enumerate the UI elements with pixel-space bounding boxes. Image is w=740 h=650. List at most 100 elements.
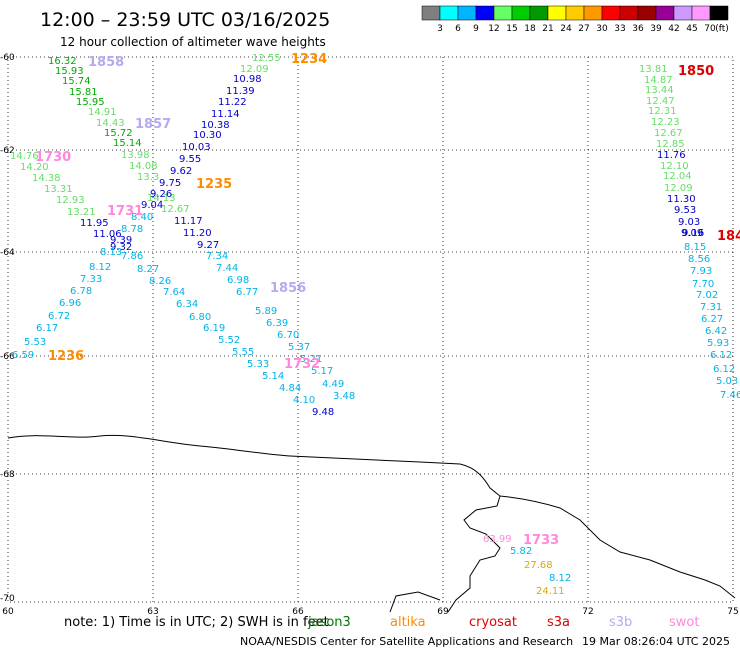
pass-time-label: 1858 xyxy=(88,55,124,70)
pass-time-label: 1850 xyxy=(678,64,714,79)
legend-label: 33 xyxy=(614,24,625,34)
legend-label: 45 xyxy=(686,24,697,34)
wave-height-value: 11.30 xyxy=(667,194,696,205)
mission-legend: jason3 altika cryosat s3a s3b swot xyxy=(307,615,699,630)
wave-height-value: 6.78 xyxy=(70,286,92,297)
wave-height-value: 14.87 xyxy=(644,75,673,86)
latitude-tick-label: -70 xyxy=(0,594,15,604)
wave-height-value: 12.10 xyxy=(660,161,689,172)
wave-height-value: 15.74 xyxy=(62,76,91,87)
wave-height-value: 5.53 xyxy=(24,337,46,348)
wave-height-value: 6.34 xyxy=(176,299,198,310)
pass-time-label: 1731 xyxy=(107,204,143,219)
wave-height-value: 6.17 xyxy=(36,323,58,334)
wave-height-value: 8.56 xyxy=(688,254,710,265)
wave-height-value: 15.95 xyxy=(76,97,105,108)
wave-height-value: 6.80 xyxy=(189,312,211,323)
wave-height-value: 9.75 xyxy=(159,178,181,189)
mission-label-cryosat: cryosat xyxy=(469,615,517,630)
legend-swatch xyxy=(457,5,477,21)
mission-label-altika: altika xyxy=(390,615,426,630)
wave-height-value: 12.09 xyxy=(664,183,693,194)
wave-height-value: 8.12 xyxy=(549,573,571,584)
wave-height-value: 12.85 xyxy=(656,139,685,150)
wave-height-value: 13.44 xyxy=(645,85,674,96)
wave-height-value: 10.98 xyxy=(233,74,262,85)
wave-height-value: 4.84 xyxy=(279,383,301,394)
wave-height-value: 6.72 xyxy=(48,311,70,322)
wave-height-value: 12.67 xyxy=(654,128,683,139)
longitude-tick-label: 60 xyxy=(2,607,14,617)
wave-height-legend: 3 6 9 12 15 18 21 24 27 30 33 36 39 42 45 70 (ft) xyxy=(421,5,729,34)
wave-height-value: 5.52 xyxy=(218,335,240,346)
latitude-tick-label: -60 xyxy=(0,53,15,63)
wave-height-value: 16.32 xyxy=(48,56,77,67)
wave-height-value: 6.27 xyxy=(701,314,723,325)
wave-height-value: 6.98 xyxy=(227,275,249,286)
wave-height-value: 11.22 xyxy=(218,97,247,108)
pass-time-label: 184 xyxy=(717,229,740,244)
wave-height-value: 8.12 xyxy=(89,262,111,273)
wave-height-value: 4.49 xyxy=(322,379,344,390)
wave-height-value: 3.48 xyxy=(333,391,355,402)
wave-height-value: 9.53 xyxy=(674,205,696,216)
legend-swatch xyxy=(583,5,603,21)
legend-label: 24 xyxy=(560,24,572,34)
latitude-labels: -60 -62 -64 -66 -68 -70 xyxy=(0,53,15,604)
coastline xyxy=(7,434,736,613)
wave-height-value: 11.95 xyxy=(80,218,109,229)
legend-swatch xyxy=(547,5,567,21)
wave-height-value: 13.81 xyxy=(639,64,668,75)
wave-height-value: 7.86 xyxy=(121,251,143,262)
wave-height-value: 13.31 xyxy=(44,184,73,195)
wave-height-value: 12.55 xyxy=(252,53,281,64)
pass-time-label: 1733 xyxy=(523,533,559,548)
wave-height-value: 9.09 xyxy=(681,228,703,239)
latitude-tick-label: -64 xyxy=(0,248,15,258)
wave-height-value: 8.13 xyxy=(100,247,122,258)
pass-time-label: 1856 xyxy=(270,281,306,296)
wave-height-value: 5.03 xyxy=(716,376,738,387)
legend-swatch xyxy=(565,5,585,21)
legend-swatch xyxy=(493,5,513,21)
legend-label: 36 xyxy=(632,24,644,34)
pass-time-label: 1732 xyxy=(284,357,320,372)
legend-label: 12 xyxy=(488,24,499,34)
wave-height-value: 7.64 xyxy=(163,287,185,298)
wave-height-value: 12.67 xyxy=(161,204,190,215)
wave-height-value: 8.78 xyxy=(121,224,143,235)
wave-height-value: 8.27 xyxy=(137,264,159,275)
legend-swatch xyxy=(709,5,729,21)
wave-height-value: 7.31 xyxy=(700,302,722,313)
longitude-tick-label: 63 xyxy=(147,607,158,617)
wave-height-value: 27.68 xyxy=(524,560,553,571)
wave-height-value: 9.04 xyxy=(141,200,163,211)
pass-time-label: 1235 xyxy=(196,177,232,192)
legend-swatch xyxy=(619,5,639,21)
wave-height-value: 15.81 xyxy=(69,87,98,98)
legend-label: 3 xyxy=(437,24,443,34)
wave-height-value: 5.55 xyxy=(232,347,254,358)
wave-height-value: 11.76 xyxy=(657,150,686,161)
wave-height-value: 7.02 xyxy=(696,290,718,301)
wave-height-value: 5.17 xyxy=(311,366,333,377)
wave-height-value: 12.47 xyxy=(646,96,675,107)
wave-height-value: 15.72 xyxy=(104,128,133,139)
wave-height-value: 6.42 xyxy=(705,326,727,337)
legend-swatch xyxy=(511,5,531,21)
wave-height-value: 12.93 xyxy=(56,195,85,206)
wave-height-value: 14.76 xyxy=(10,151,39,162)
footer-note: note: 1) Time is in UTC; 2) SWH is in fe… xyxy=(64,615,329,630)
pass-time-label: 1236 xyxy=(48,349,84,364)
wave-height-value: 12.31 xyxy=(648,106,677,117)
wave-height-value: 4.10 xyxy=(293,395,315,406)
wave-height-value: 11.17 xyxy=(174,216,203,227)
wave-height-value: 11.14 xyxy=(211,109,240,120)
wave-height-value: 7.93 xyxy=(690,266,712,277)
wave-height-value: 11.20 xyxy=(183,228,212,239)
wave-height-value: 9.32 xyxy=(110,242,132,253)
legend-label: 42 xyxy=(668,24,679,34)
graticule xyxy=(8,57,733,602)
wave-height-value: 5.14 xyxy=(262,371,284,382)
legend-label: 6 xyxy=(455,24,461,34)
